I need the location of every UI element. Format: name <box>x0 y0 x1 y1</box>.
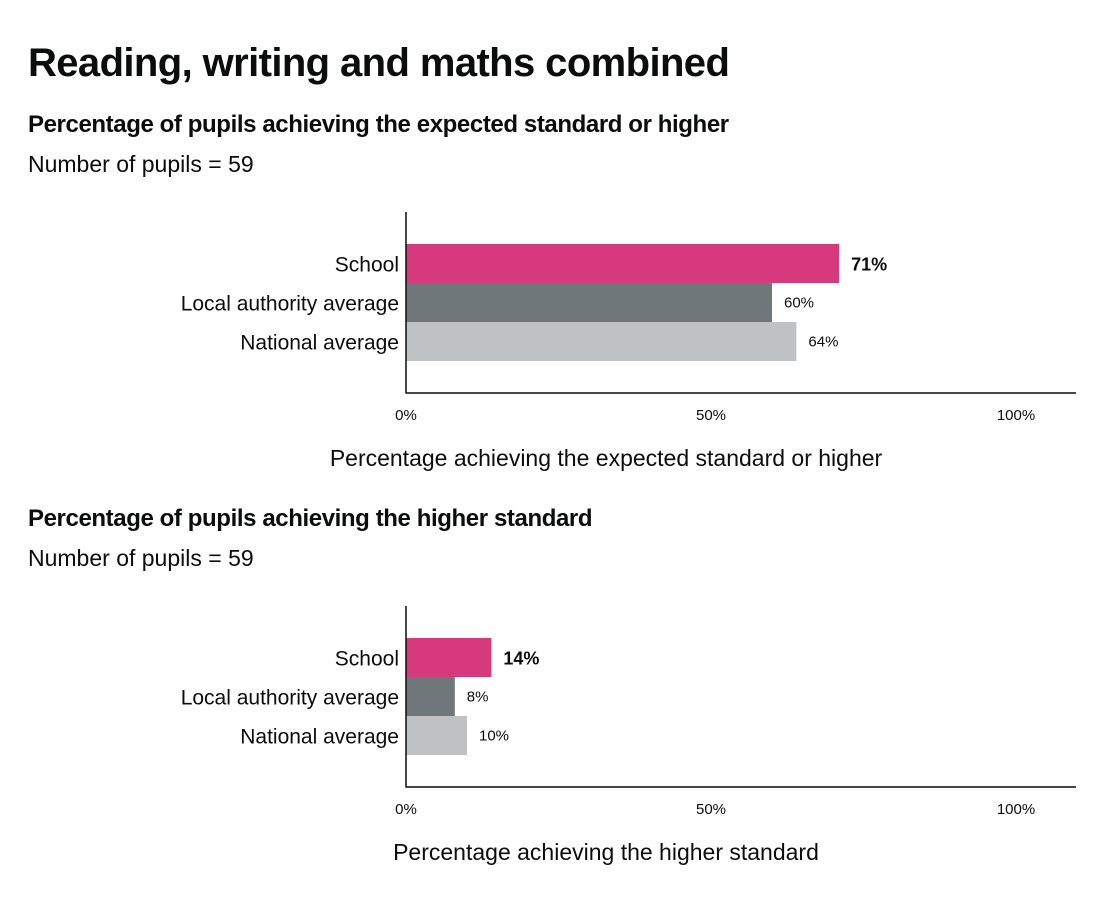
chart-2-svg: School 14% Local authority average 8% Nation… <box>181 606 1076 865</box>
value-label-local-authority: 8% <box>467 689 489 706</box>
value-label-national: 64% <box>808 334 838 351</box>
bar-local-authority <box>406 677 455 716</box>
bar-local-authority <box>406 283 772 322</box>
category-label-school: School <box>335 648 399 671</box>
chart-2-heading: Percentage of pupils achieving the highe… <box>28 505 593 532</box>
x-tick-label: 50% <box>696 801 726 818</box>
bar-national <box>406 716 467 755</box>
chart-1-svg: School 71% Local authority average 60% Natio… <box>181 212 1076 471</box>
x-axis-title: Percentage achieving the expected standa… <box>330 445 883 471</box>
page-title: Reading, writing and maths combined <box>28 41 730 85</box>
bar-school <box>406 244 840 283</box>
x-tick-label: 0% <box>395 801 417 818</box>
category-label-local-authority: Local authority average <box>181 293 399 316</box>
bar-national <box>406 322 797 361</box>
value-label-national: 10% <box>479 728 509 745</box>
value-label-local-authority: 60% <box>784 295 814 312</box>
x-tick-label: 50% <box>696 407 726 424</box>
chart-1-container: School 71% Local authority average 60% Natio… <box>0 208 1097 478</box>
x-tick-label: 0% <box>395 407 417 424</box>
category-label-national: National average <box>240 332 399 355</box>
category-label-local-authority: Local authority average <box>181 687 399 710</box>
x-tick-label: 100% <box>997 801 1035 818</box>
x-tick-label: 100% <box>997 407 1035 424</box>
chart-1-pupil-count: Number of pupils = 59 <box>28 151 254 177</box>
chart-1-heading: Percentage of pupils achieving the expec… <box>28 111 729 138</box>
value-label-school: 71% <box>851 255 887 275</box>
chart-2-container: School 14% Local authority average 8% Nation… <box>0 602 1097 872</box>
x-axis-title: Percentage achieving the higher standard <box>393 839 819 865</box>
value-label-school: 14% <box>503 649 539 669</box>
category-label-national: National average <box>240 726 399 749</box>
chart-2-pupil-count: Number of pupils = 59 <box>28 545 254 571</box>
category-label-school: School <box>335 254 399 277</box>
bar-school <box>406 638 492 677</box>
